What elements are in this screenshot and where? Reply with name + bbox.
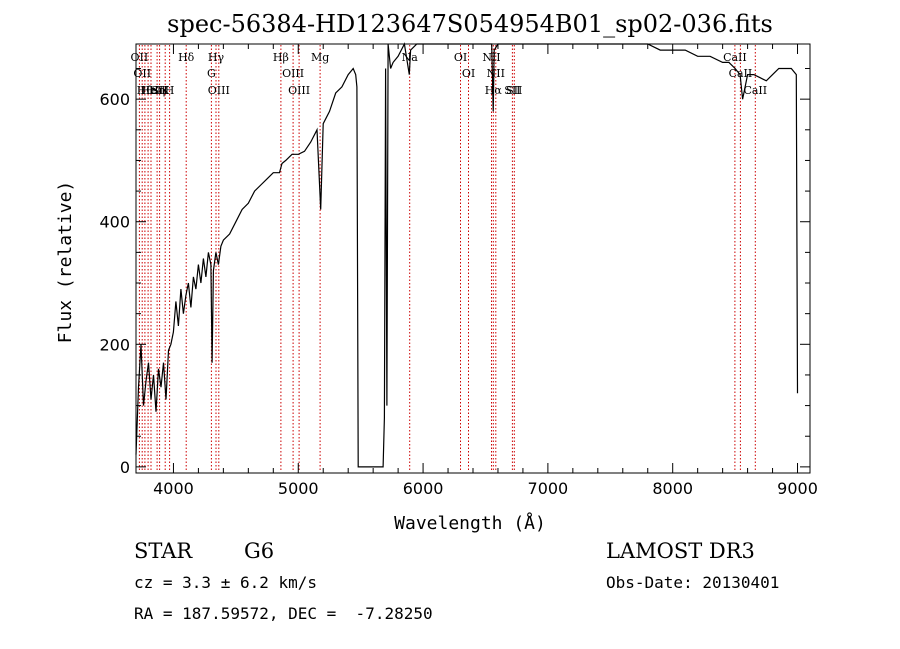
line-marker-label-24: SII xyxy=(506,84,522,97)
line-marker-label-6: SII xyxy=(151,84,167,97)
line-marker-label-19: OI xyxy=(462,67,475,80)
redshift-cz: cz = 3.3 ± 6.2 km/s xyxy=(134,573,317,592)
line-marker-label-22: NII xyxy=(487,67,505,80)
y-tick-label-1: 200 xyxy=(99,335,130,354)
line-marker-label-10: G xyxy=(207,67,216,80)
line-marker-label-9: Hδ xyxy=(178,51,195,64)
line-marker-label-15: OIII xyxy=(288,84,310,97)
y-tick-label-2: 400 xyxy=(99,213,130,232)
line-marker-label-5: Hη xyxy=(149,84,165,97)
y-tick-label-3: 600 xyxy=(99,90,130,109)
line-marker-label-12: OIII xyxy=(208,84,230,97)
line-marker-label-3: Hε xyxy=(140,84,156,97)
survey-name: LAMOST DR3 xyxy=(606,539,755,563)
observation-date: Obs-Date: 20130401 xyxy=(606,573,779,592)
line-marker-label-26: CaII xyxy=(729,67,753,80)
x-tick-label-0: 4000 xyxy=(153,479,194,498)
x-tick-label-3: 7000 xyxy=(528,479,569,498)
object-class: STAR xyxy=(134,539,193,563)
line-marker-label-4: HeI xyxy=(141,84,161,97)
line-marker-label-2: Hθ xyxy=(137,84,154,97)
line-markers xyxy=(138,45,756,472)
line-marker-label-8: H xyxy=(165,84,175,97)
line-marker-label-11: Hγ xyxy=(208,51,225,64)
coordinates: RA = 187.59572, DEC = -7.28250 xyxy=(134,604,433,623)
y-axis-label: Flux (relative) xyxy=(55,181,76,344)
line-marker-label-14: OIII xyxy=(282,67,304,80)
x-tick-label-5: 9000 xyxy=(777,479,818,498)
chart-title: spec-56384-HD123647S054954B01_sp02-036.f… xyxy=(167,10,773,38)
y-tick-label-0: 0 xyxy=(120,458,130,477)
line-marker-label-18: OI xyxy=(454,51,467,64)
line-marker-label-7: K xyxy=(161,84,170,97)
x-tick-label-4: 8000 xyxy=(652,479,693,498)
line-marker-label-16: Mg xyxy=(311,51,329,64)
x-tick-label-1: 5000 xyxy=(278,479,319,498)
axis-ticks: 4000 5000 6000 7000 8000 9000 0 200 400 600 xyxy=(99,44,818,498)
line-marker-label-13: Hβ xyxy=(273,51,289,64)
line-marker-label-0: OII xyxy=(131,51,149,64)
plot-frame xyxy=(135,43,811,474)
line-marker-label-25: CaII xyxy=(723,51,747,64)
x-tick-label-2: 6000 xyxy=(403,479,444,498)
line-marker-labels: OIIOIIHθHεHeIHηSIIKHHδGHγOIIIHβOIIIOIIIM… xyxy=(131,51,768,97)
line-marker-label-27: CaII xyxy=(743,84,767,97)
object-subclass: G6 xyxy=(244,539,274,563)
line-marker-label-1: OII xyxy=(133,67,151,80)
x-axis-label: Wavelength (Å) xyxy=(394,512,546,534)
line-marker-label-23: SII xyxy=(504,84,520,97)
spectrum-line xyxy=(135,42,799,468)
